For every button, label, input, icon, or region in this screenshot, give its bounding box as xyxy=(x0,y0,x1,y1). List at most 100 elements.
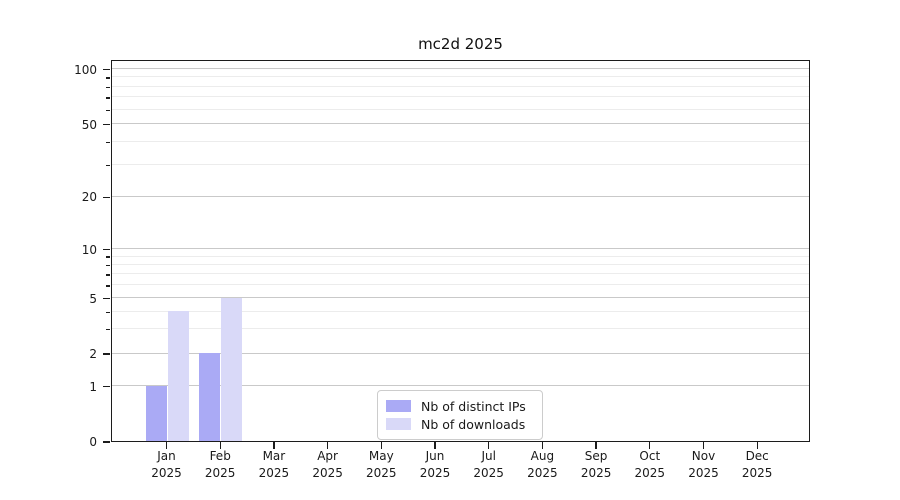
x-tick-label: Jul 2025 xyxy=(461,448,517,482)
y-minor-tick-mark xyxy=(106,77,110,79)
major-gridline xyxy=(112,297,809,299)
bar-downloads xyxy=(167,311,189,441)
minor-gridline xyxy=(112,328,809,330)
x-tick-mark xyxy=(702,442,705,449)
x-tick-label: Mar 2025 xyxy=(246,448,302,482)
bar-downloads xyxy=(221,297,243,441)
x-tick-month: Nov xyxy=(691,449,716,463)
minor-gridline xyxy=(112,310,809,312)
x-tick-label: Nov 2025 xyxy=(676,448,732,482)
minor-gridline xyxy=(112,96,809,98)
y-tick-mark xyxy=(103,441,110,443)
x-tick-mark xyxy=(165,442,168,449)
y-minor-tick-mark xyxy=(106,285,110,287)
major-gridline xyxy=(112,68,809,69)
x-tick-year: 2025 xyxy=(312,466,343,480)
major-gridline xyxy=(112,195,809,197)
y-tick-label: 100 xyxy=(74,62,97,77)
x-tick-month: Jun xyxy=(425,449,445,463)
minor-gridline xyxy=(112,255,809,257)
x-tick-mark xyxy=(273,442,275,449)
x-tick-year: 2025 xyxy=(258,466,290,480)
x-tick-year: 2025 xyxy=(741,466,773,480)
x-tick-year: 2025 xyxy=(688,466,719,480)
y-tick-label: 20 xyxy=(81,190,97,205)
x-tick-year: 2025 xyxy=(473,466,504,480)
y-tick-label: 0 xyxy=(89,435,97,449)
minor-gridline xyxy=(112,140,809,142)
x-tick-month: Feb xyxy=(209,449,231,463)
bar-distinct-ips xyxy=(199,353,221,441)
x-tick-month: Mar xyxy=(262,449,286,463)
y-minor-tick-mark xyxy=(106,329,110,331)
legend: Nb of distinct IPs Nb of downloads xyxy=(377,390,543,440)
y-tick-mark xyxy=(103,68,110,71)
x-tick-mark xyxy=(326,442,329,449)
x-tick-month: Jul xyxy=(481,449,496,463)
y-tick-mark xyxy=(103,298,110,300)
minor-gridline xyxy=(112,85,809,87)
major-gridline xyxy=(112,352,809,354)
y-minor-tick-mark xyxy=(106,311,110,314)
x-tick-month: Sep xyxy=(584,449,608,463)
x-tick-month: Oct xyxy=(639,449,661,463)
minor-gridline xyxy=(112,76,809,78)
y-tick-mark xyxy=(103,196,110,198)
major-gridline xyxy=(112,385,809,386)
x-tick-mark xyxy=(595,442,597,449)
x-tick-mark xyxy=(649,442,651,449)
x-tick-mark xyxy=(219,442,221,449)
y-minor-tick-mark xyxy=(106,141,110,144)
major-gridline xyxy=(112,123,809,124)
y-tick-label: 1 xyxy=(89,379,97,394)
x-tick-year: 2025 xyxy=(527,466,558,480)
minor-gridline xyxy=(112,263,809,265)
y-minor-tick-mark xyxy=(106,109,110,111)
y-minor-tick-mark xyxy=(106,264,110,267)
major-gridline xyxy=(112,248,809,249)
x-tick-label: Sep 2025 xyxy=(568,448,624,482)
legend-swatch-distinct-ips xyxy=(386,400,411,412)
legend-label: Nb of distinct IPs xyxy=(421,398,526,414)
legend-label: Nb of downloads xyxy=(421,416,526,432)
y-minor-tick-mark xyxy=(106,274,110,276)
chart-title: mc2d 2025 xyxy=(418,35,503,53)
x-tick-label: Apr 2025 xyxy=(300,448,356,482)
y-tick-mark xyxy=(103,248,110,251)
x-tick-month: Apr xyxy=(317,449,338,463)
legend-item-downloads: Nb of downloads xyxy=(386,415,533,433)
x-tick-year: 2025 xyxy=(634,466,666,480)
x-tick-label: May 2025 xyxy=(353,448,409,482)
y-tick-mark xyxy=(103,385,110,388)
x-tick-year: 2025 xyxy=(151,466,182,480)
minor-gridline xyxy=(112,284,809,286)
y-minor-tick-mark xyxy=(106,86,110,89)
legend-swatch-downloads xyxy=(386,418,411,430)
y-tick-mark xyxy=(103,123,110,126)
legend-item-distinct-ips: Nb of distinct IPs xyxy=(386,397,533,415)
x-tick-label: Jun 2025 xyxy=(407,448,463,482)
x-tick-label: Jan 2025 xyxy=(139,448,195,482)
x-tick-label: Aug 2025 xyxy=(514,448,570,482)
y-minor-tick-mark xyxy=(106,164,110,166)
x-tick-mark xyxy=(488,442,490,449)
plot-area xyxy=(111,60,810,442)
x-tick-month: May xyxy=(368,449,394,463)
y-tick-label: 10 xyxy=(81,242,97,257)
bar-distinct-ips xyxy=(145,385,167,441)
y-tick-label: 5 xyxy=(89,291,97,306)
y-minor-tick-mark xyxy=(106,256,110,258)
x-tick-month: Aug xyxy=(530,449,555,463)
minor-gridline xyxy=(112,273,809,275)
x-tick-label: Oct 2025 xyxy=(622,448,678,482)
y-tick-mark xyxy=(103,353,110,355)
x-tick-year: 2025 xyxy=(366,466,397,480)
x-tick-year: 2025 xyxy=(419,466,451,480)
minor-gridline xyxy=(112,108,809,110)
y-tick-label: 50 xyxy=(81,117,97,132)
x-tick-label: Feb 2025 xyxy=(192,448,248,482)
x-tick-month: Dec xyxy=(745,449,769,463)
x-tick-mark xyxy=(756,442,758,449)
x-tick-mark xyxy=(434,442,436,449)
